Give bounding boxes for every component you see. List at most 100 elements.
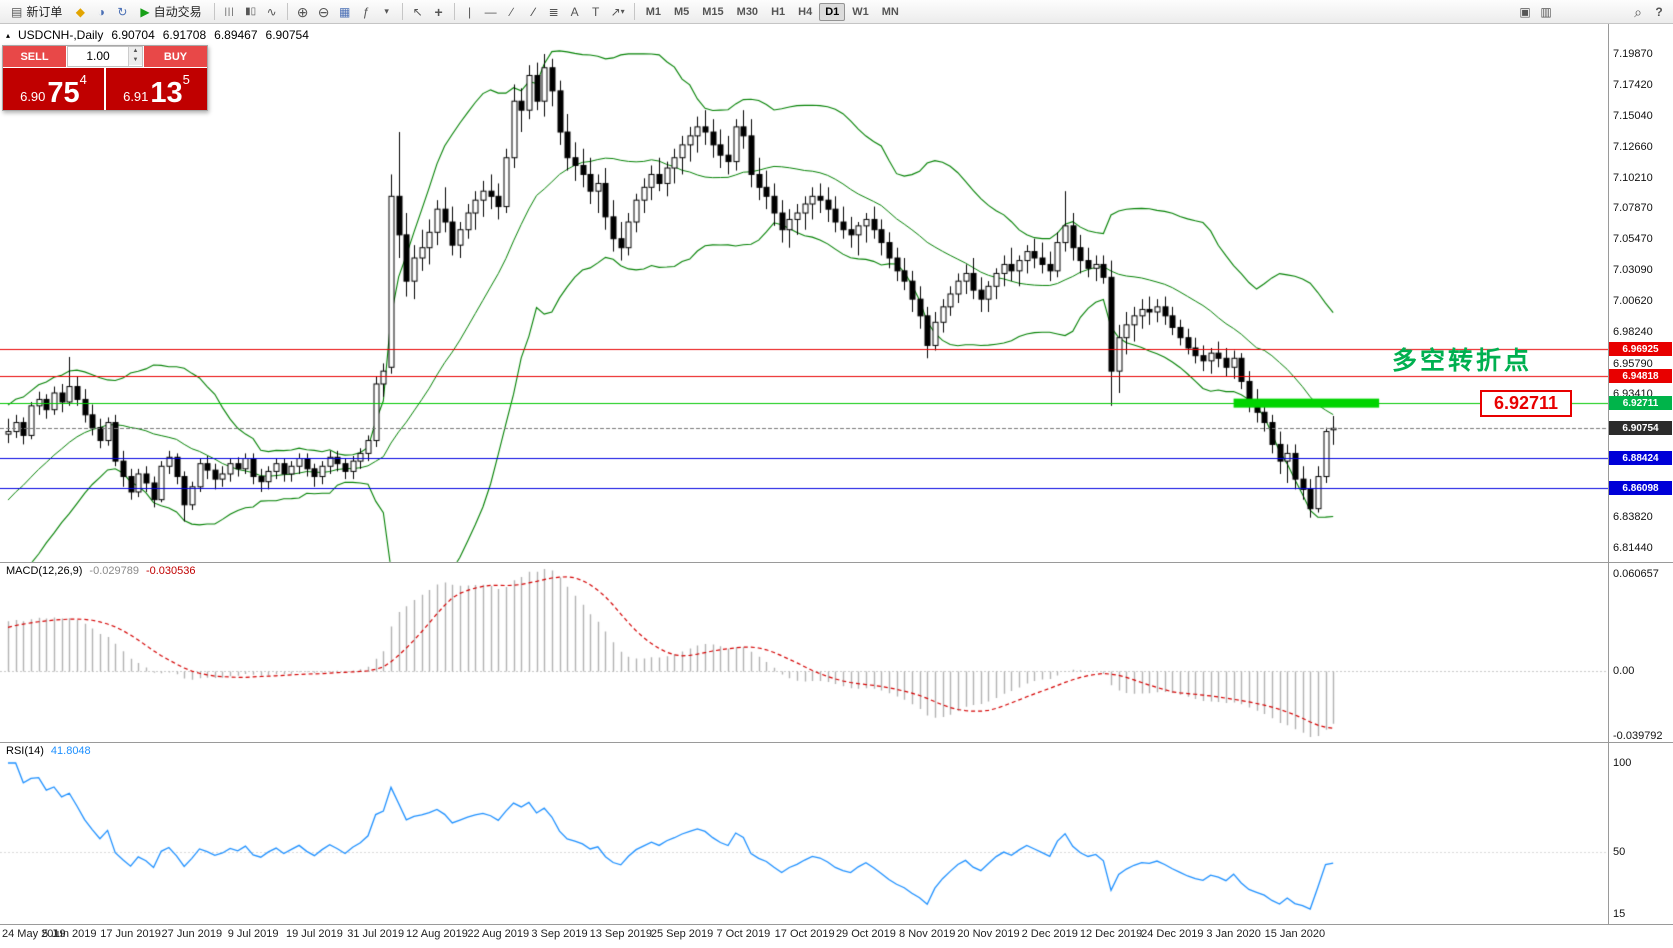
timeframe-m15-button[interactable]: M15 (702, 5, 724, 18)
autotrading-button[interactable]: ▶ 自动交易 (133, 2, 208, 22)
zoom-out-button[interactable]: ⊖ (314, 2, 334, 22)
timeframe-m1-button[interactable]: M1 (645, 5, 661, 18)
zoom-out-icon: ⊖ (317, 3, 330, 20)
zoom-in-button[interactable]: ⊕ (293, 2, 313, 22)
objects-list-button[interactable]: ▥ (1536, 2, 1556, 22)
pane-separator (0, 924, 1673, 925)
fibonacci-button[interactable]: ≣ (544, 2, 564, 22)
trendline-button[interactable]: ∕ (502, 2, 522, 22)
help-button[interactable]: ? (1649, 2, 1669, 22)
bar-close-value: 6.90754 (265, 28, 309, 42)
price-tag: 6.92711 (1609, 396, 1672, 410)
magnifier-icon: ⌕ (1634, 3, 1642, 20)
refresh-button[interactable]: ↻ (112, 2, 132, 22)
toolbar-separator (213, 3, 215, 20)
volume-spinner: ▲ ▼ (128, 47, 142, 66)
date-label: 25 Sep 2019 (650, 928, 714, 940)
text-tool-button[interactable]: A (565, 2, 585, 22)
date-label: 9 Jul 2019 (227, 928, 279, 940)
indicators-dropdown-button[interactable]: ▾ (377, 2, 397, 22)
vertical-line-button[interactable]: | (460, 2, 480, 22)
bar-open-value: 6.90704 (111, 28, 155, 42)
price-grid-label: 7.10210 (1613, 172, 1653, 184)
volume-down-button[interactable]: ▼ (129, 56, 142, 65)
objects-list-icon: ▥ (1540, 4, 1552, 19)
label-tool-icon: T (591, 4, 600, 19)
pane-separator[interactable] (0, 742, 1673, 743)
templates-button[interactable]: ▣ (1515, 2, 1535, 22)
line-chart-icon: ∿ (266, 4, 277, 19)
buy-price-button[interactable]: 6.91 13 5 (106, 68, 207, 110)
price-tag: 6.94818 (1609, 369, 1672, 383)
buy-button[interactable]: BUY (144, 46, 207, 67)
cursor-button[interactable]: ↖ (408, 2, 428, 22)
timeframe-w1-button[interactable]: W1 (852, 5, 869, 18)
price-tag: 6.86098 (1609, 481, 1672, 495)
price-grid-label: 7.19870 (1613, 48, 1653, 60)
date-label: 24 May 2019 (2, 928, 66, 940)
price-grid-label: 7.12660 (1613, 141, 1653, 153)
horizontal-line-button[interactable]: — (481, 2, 501, 22)
date-label: 12 Aug 2019 (406, 928, 468, 940)
crosshair-button[interactable]: + (429, 2, 449, 22)
new-order-label: 新订单 (26, 5, 63, 19)
profile-button[interactable]: ◑ (91, 2, 111, 22)
date-label: 17 Jun 2019 (100, 928, 161, 940)
macd-axis-label: -0.039792 (1613, 730, 1663, 742)
price-callout-box[interactable]: 6.92711 (1480, 390, 1573, 417)
arrows-tool-button[interactable]: ↗ ▾ (607, 2, 629, 22)
quick-search-button[interactable]: ⌕ (1628, 2, 1648, 22)
volume-up-button[interactable]: ▲ (129, 47, 142, 56)
templates-icon: ▣ (1519, 4, 1531, 19)
price-chart-canvas[interactable] (0, 24, 1608, 926)
sell-button[interactable]: SELL (3, 46, 66, 67)
turning-point-annotation[interactable]: 多空转折点 (1392, 347, 1533, 375)
channel-button[interactable]: ∕∕ (523, 2, 543, 22)
macd-axis-label: 0.00 (1613, 665, 1635, 677)
new-order-button[interactable]: ▤ 新订单 (4, 2, 69, 22)
timeframe-m5-button[interactable]: M5 (673, 5, 690, 18)
charts-button[interactable]: ◆ (70, 2, 90, 22)
zoom-in-icon: ⊕ (296, 3, 309, 20)
symbol-ohlc-line: ▴ USDCNH-,Daily 6.90704 6.91708 6.89467 … (6, 28, 309, 42)
price-tag: 6.88424 (1609, 451, 1672, 465)
timeframe-h1-button[interactable]: H1 (771, 5, 786, 18)
timeframe-h4-button[interactable]: H4 (798, 5, 813, 18)
rsi-name: RSI(14) (6, 745, 44, 757)
profile-icon: ◑ (97, 4, 105, 19)
uptick-icon: ▴ (6, 30, 11, 40)
tile-windows-button[interactable]: ▦ (335, 2, 355, 22)
date-label: 24 Dec 2019 (1141, 928, 1204, 940)
cursor-icon: ↖ (412, 4, 423, 19)
bar-high-value: 6.91708 (162, 28, 207, 42)
date-label: 3 Jan 2020 (1206, 928, 1261, 940)
date-label: 3 Sep 2019 (531, 928, 588, 940)
indicators-button[interactable]: ƒ (356, 2, 376, 22)
bar-chart-button[interactable]: ||| (220, 2, 240, 22)
price-axis-border[interactable] (1608, 24, 1609, 925)
volume-control[interactable]: 1.00 ▲ ▼ (67, 46, 143, 67)
ask-price-prefix: 6.91 (123, 89, 149, 104)
help-icon: ? (1655, 4, 1663, 19)
ask-price-pip: 5 (182, 72, 190, 87)
sell-price-button[interactable]: 6.90 75 4 (3, 68, 104, 110)
horizontal-line-icon: — (484, 4, 497, 19)
price-grid-label: 6.81440 (1613, 542, 1653, 554)
trendline-icon: ∕ (510, 4, 513, 19)
timeframe-d1-button[interactable]: D1 (819, 2, 846, 21)
candlestick-button[interactable]: ▮▯ (241, 2, 261, 22)
pane-separator[interactable] (0, 562, 1673, 563)
timeframe-mn-button[interactable]: MN (881, 5, 899, 18)
price-grid-label: 6.95790 (1613, 358, 1653, 370)
date-label: 13 Sep 2019 (589, 928, 652, 940)
volume-input[interactable]: 1.00 (86, 49, 110, 63)
line-chart-button[interactable]: ∿ (262, 2, 282, 22)
autotrading-label: 自动交易 (153, 5, 202, 19)
rsi-axis-label: 100 (1613, 757, 1632, 769)
price-grid-label: 7.03090 (1613, 264, 1653, 276)
label-tool-button[interactable]: T (586, 2, 606, 22)
new-order-icon: ▤ (11, 4, 23, 19)
timeframe-m30-button[interactable]: M30 (736, 5, 759, 18)
bid-price-prefix: 6.90 (20, 89, 46, 104)
